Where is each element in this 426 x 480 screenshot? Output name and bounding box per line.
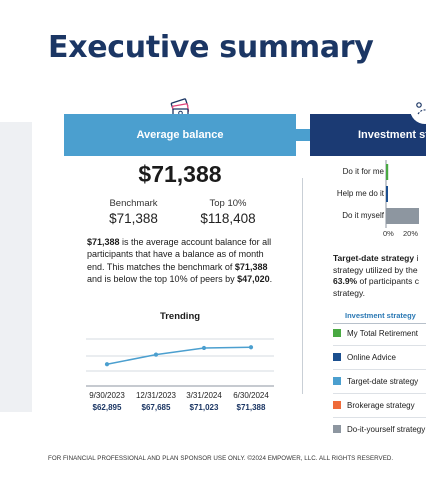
footer-disclaimer: FOR FINANCIAL PROFESSIONAL AND PLAN SPON… bbox=[48, 455, 394, 462]
top10-block: Top 10% $118,408 bbox=[188, 198, 268, 226]
benchmark-label: Benchmark bbox=[109, 198, 158, 209]
benchmark-value: $71,388 bbox=[109, 211, 158, 226]
axis-tick-0: 0% bbox=[383, 229, 394, 238]
legend-label: My Total Retirement bbox=[347, 328, 418, 338]
legend-swatch bbox=[333, 401, 341, 409]
left-panel bbox=[0, 122, 32, 412]
axis-tick-20: 20% bbox=[403, 229, 419, 238]
top10-value: $118,408 bbox=[200, 211, 256, 226]
balance-description: $71,388 is the average account balance f… bbox=[87, 237, 273, 284]
legend-item: Do-it-yourself strategy bbox=[333, 422, 426, 436]
trend-line bbox=[106, 346, 252, 365]
trend-date: 12/31/2023 bbox=[135, 391, 177, 400]
trend-point bbox=[248, 345, 254, 350]
legend-swatch bbox=[333, 377, 341, 385]
investment-strategy-header: Investment stra bbox=[310, 114, 426, 156]
legend-swatch bbox=[333, 329, 341, 337]
bar-label: Do it myself bbox=[342, 211, 384, 220]
top10-label: Top 10% bbox=[209, 198, 247, 209]
average-balance-header: Average balance bbox=[64, 114, 296, 156]
legend-separator bbox=[333, 345, 426, 346]
strategy-bar bbox=[386, 186, 388, 202]
average-balance-value: $71,388 bbox=[138, 161, 222, 187]
trend-point bbox=[153, 352, 159, 357]
trend-chart bbox=[86, 338, 274, 387]
legend-swatch bbox=[333, 353, 341, 361]
trend-label: 3/31/2024 $71,023 bbox=[178, 391, 230, 412]
trend-value: $71,388 bbox=[236, 403, 266, 412]
trend-point bbox=[201, 345, 207, 351]
trend-date: 3/31/2024 bbox=[186, 391, 222, 400]
legend-label: Do-it-yourself strategy bbox=[347, 424, 426, 434]
page-title: Executive summary bbox=[48, 30, 374, 65]
legend-rule bbox=[333, 323, 426, 324]
legend-label: Online Advice bbox=[347, 352, 396, 362]
trending-title: Trending bbox=[159, 311, 201, 322]
legend-swatch bbox=[333, 425, 341, 433]
header-connector bbox=[296, 129, 310, 141]
legend-item: Brokerage strategy bbox=[333, 398, 426, 412]
trend-value: $62,895 bbox=[92, 403, 122, 412]
legend-item: My Total Retirement bbox=[333, 326, 426, 340]
strategy-bar-chart bbox=[385, 160, 419, 228]
legend-separator bbox=[333, 369, 426, 370]
legend-separator bbox=[333, 393, 426, 394]
legend-header: Investment strategy bbox=[345, 311, 416, 320]
bar-label: Help me do it bbox=[336, 189, 384, 198]
legend-label: Brokerage strategy bbox=[347, 400, 415, 410]
trend-date: 9/30/2023 bbox=[89, 391, 125, 400]
legend-item: Online Advice bbox=[333, 350, 426, 364]
trend-point bbox=[104, 362, 110, 367]
legend-separator bbox=[333, 417, 426, 418]
strategy-bar bbox=[386, 164, 389, 180]
trend-label: 9/30/2023 $62,895 bbox=[81, 391, 133, 412]
trend-label: 12/31/2023 $67,685 bbox=[130, 391, 182, 412]
legend-label: Target-date strategy bbox=[347, 376, 419, 386]
trend-value: $67,685 bbox=[141, 403, 171, 412]
legend-item: Target-date strategy bbox=[333, 374, 426, 388]
bar-label: Do it for me bbox=[342, 167, 384, 176]
trend-value: $71,023 bbox=[189, 403, 219, 412]
card-divider bbox=[302, 178, 303, 394]
strategy-description: Target-date strategy i strategy utilized… bbox=[333, 253, 419, 299]
benchmark-block: Benchmark $71,388 bbox=[96, 198, 171, 226]
strategy-icon: x bbox=[410, 94, 426, 124]
trend-label: 6/30/2024 $71,388 bbox=[225, 391, 277, 412]
trend-date: 6/30/2024 bbox=[233, 391, 269, 400]
strategy-bar bbox=[386, 208, 419, 224]
